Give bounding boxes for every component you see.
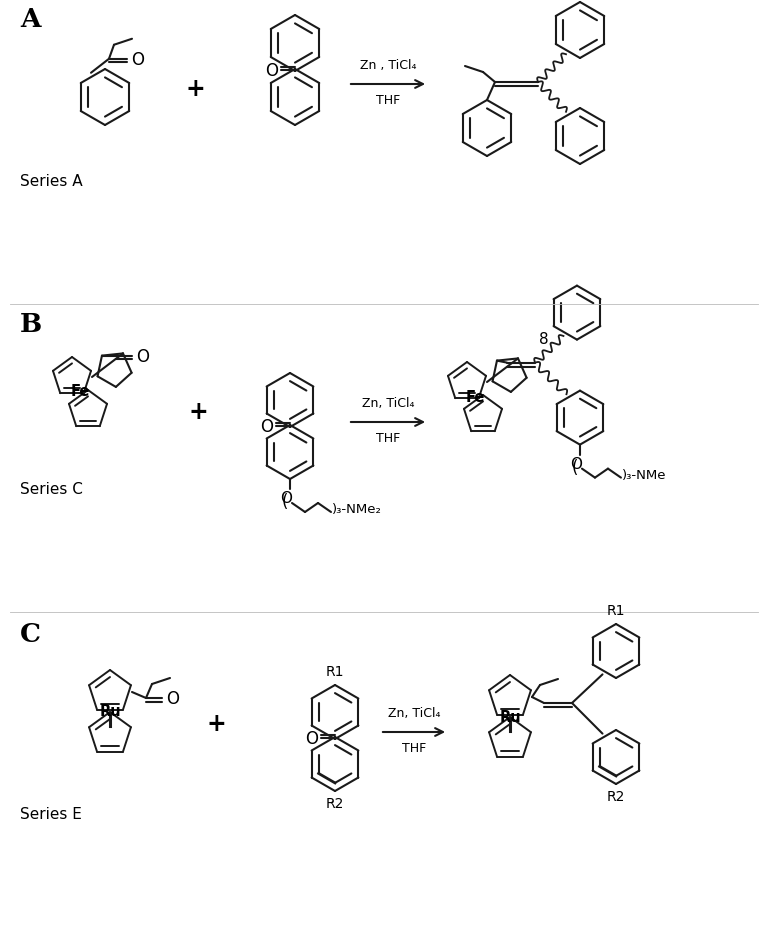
Text: B: B bbox=[20, 312, 42, 337]
Text: O: O bbox=[265, 62, 278, 80]
Text: O: O bbox=[305, 730, 318, 748]
Text: Ru: Ru bbox=[499, 709, 521, 724]
Text: Fe: Fe bbox=[465, 389, 485, 404]
Text: Fe: Fe bbox=[71, 384, 90, 399]
Text: Series C: Series C bbox=[20, 482, 83, 497]
Text: THF: THF bbox=[376, 94, 400, 107]
Text: 8: 8 bbox=[539, 332, 548, 347]
Text: Series E: Series E bbox=[20, 807, 82, 822]
Text: (: ( bbox=[571, 459, 578, 477]
Text: +: + bbox=[206, 712, 226, 736]
Text: O: O bbox=[166, 690, 179, 708]
Text: R1: R1 bbox=[607, 604, 625, 618]
Text: C: C bbox=[20, 622, 41, 647]
Text: O: O bbox=[570, 457, 582, 472]
Text: Zn, TiCl₄: Zn, TiCl₄ bbox=[362, 397, 414, 410]
Text: Zn, TiCl₄: Zn, TiCl₄ bbox=[388, 707, 440, 720]
Text: Series A: Series A bbox=[20, 174, 83, 189]
Text: THF: THF bbox=[402, 742, 426, 755]
Text: R1: R1 bbox=[326, 665, 344, 679]
Text: THF: THF bbox=[376, 432, 400, 445]
Text: )₃-NMe₂: )₃-NMe₂ bbox=[332, 504, 382, 516]
Text: Zn , TiCl₄: Zn , TiCl₄ bbox=[359, 59, 416, 72]
Text: (: ( bbox=[282, 493, 288, 511]
Text: O: O bbox=[136, 348, 149, 365]
Text: +: + bbox=[185, 77, 205, 101]
Text: O: O bbox=[131, 51, 144, 69]
Text: O: O bbox=[280, 491, 292, 506]
Text: )₃-NMe: )₃-NMe bbox=[622, 469, 667, 482]
Text: +: + bbox=[188, 400, 208, 424]
Text: R2: R2 bbox=[326, 797, 344, 811]
Text: O: O bbox=[260, 418, 273, 436]
Text: Ru: Ru bbox=[99, 705, 121, 720]
Text: R2: R2 bbox=[607, 790, 625, 804]
Text: A: A bbox=[20, 7, 41, 32]
